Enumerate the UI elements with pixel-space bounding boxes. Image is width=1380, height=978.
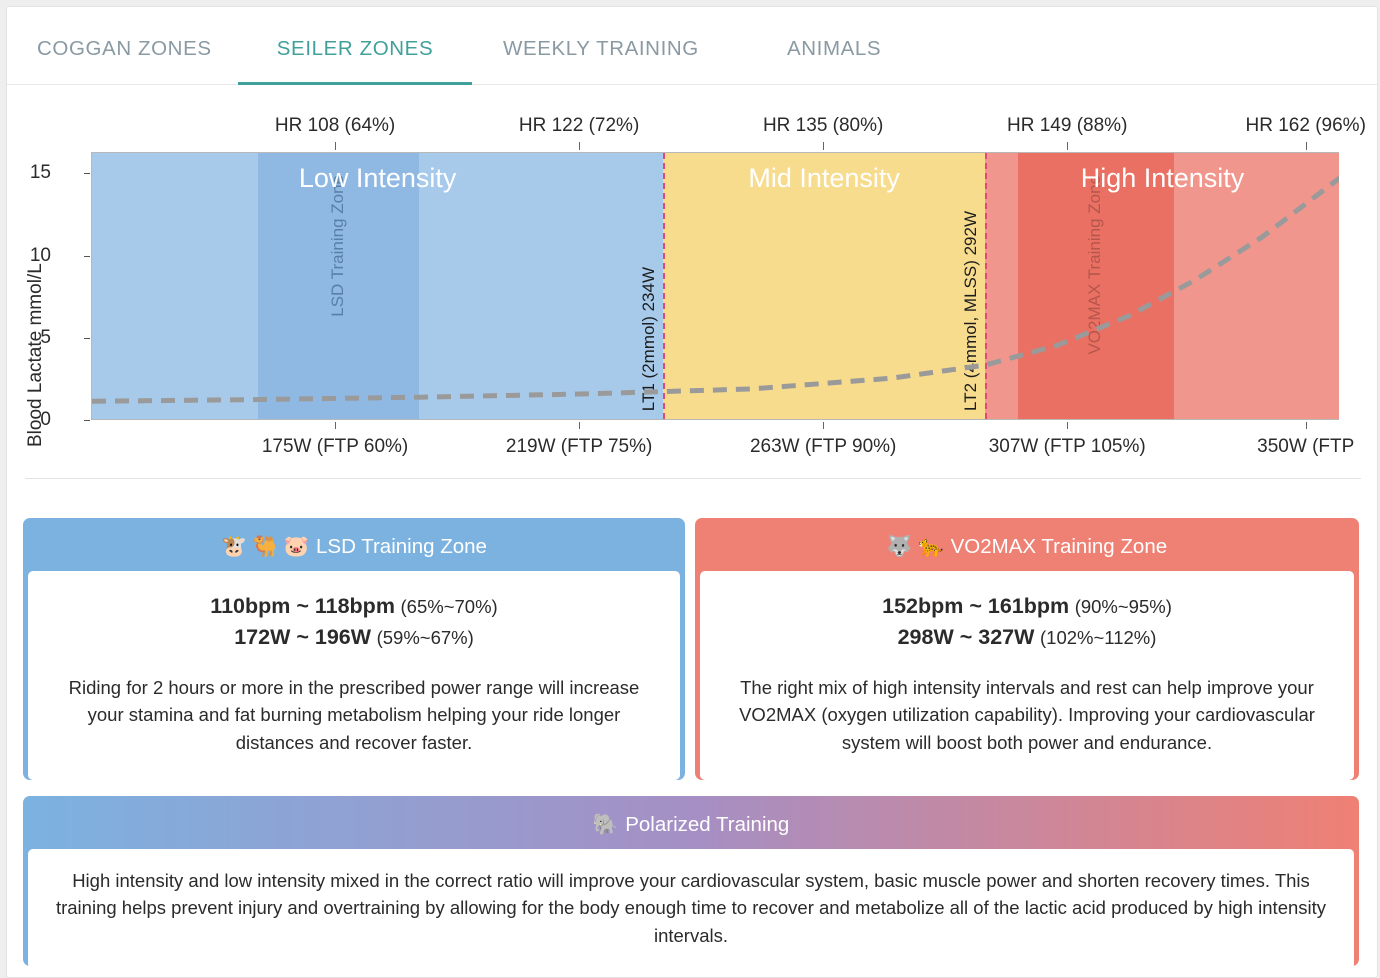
intensity-label-low-intensity: Low Intensity [298,163,457,193]
vo2max-card-body: 152bpm ~ 161bpm (90%~95%) 298W ~ 327W (1… [700,571,1354,781]
lsd-hr-pct: (65%~70%) [400,596,498,617]
vo2max-hr-pct: (90%~95%) [1074,596,1172,617]
tab-coggan-zones[interactable]: COGGAN ZONES [37,29,211,85]
lsd-animal-emoji: 🐮 🐫 🐷 [221,535,310,558]
lactate-chart-panel: Blood Lactate mmol/L 0 5 10 15 HR 108 (64%)… [7,85,1377,483]
lsd-card-description: Riding for 2 hours or more in the prescr… [68,677,640,753]
intensity-label-high-intensity: High Intensity [1080,163,1245,193]
chart-plot-area: LSD Training Zone VO2MAX Training Zone LT… [91,152,1339,420]
x-tick-mark [579,422,581,429]
lsd-power-range-row: 172W ~ 196W (59%~67%) [54,622,654,653]
polarized-card-body: High intensity and low intensity mixed i… [28,849,1354,970]
hr-tick-label: HR 149 (88%) [1007,115,1128,136]
hr-tick-label: HR 122 (72%) [518,115,640,136]
x-tick-mark [1067,422,1069,429]
vo2max-power-range: 298W ~ 327W [897,624,1035,649]
section-divider [25,478,1361,479]
vo2max-card-description: The right mix of high intensity interval… [739,677,1315,753]
polarized-card-title: 🐘 Polarized Training [28,801,1354,849]
lsd-card-title: 🐮 🐫 🐷 LSD Training Zone [28,523,680,571]
hr-tick-mark [823,142,825,150]
x-tick-label: 219W (FTP 75%) [505,436,653,457]
intensity-label-mid-intensity: Mid Intensity [748,163,900,193]
lsd-power-pct: (59%~67%) [376,626,474,648]
polarized-card-description: High intensity and low intensity mixed i… [55,870,1327,946]
tab-label: ANIMALS [787,37,882,60]
app-root: COGGAN ZONES SEILER ZONES WEEKLY TRAINING A… [6,6,1378,978]
x-tick-label: 175W (FTP 60%) [261,436,409,457]
y-tick-mark [84,173,90,175]
tab-animals[interactable]: ANIMALS [787,29,881,85]
x-tick-label: 307W (FTP 105%) [988,436,1146,457]
threshold-line [985,153,987,419]
lsd-hr-range: 110bpm ~ 118bpm [210,594,395,618]
hr-tick-label: HR 162 (96%) [1245,115,1366,136]
y-tick-mark [84,337,90,339]
y-tick-label: 5 [40,326,51,348]
x-tick-label: 263W (FTP 90%) [749,436,897,457]
tab-label: WEEKLY TRAINING [503,37,699,60]
vo2max-training-zone-card: 🐺 🐆 VO2MAX Training Zone 152bpm ~ 161bpm… [695,518,1359,781]
hr-tick-mark [579,142,581,150]
lactate-curve [92,175,1339,404]
hr-tick-mark [335,142,337,150]
training-band-vo2max [1018,153,1174,419]
lsd-card-title-text: LSD Training Zone [316,535,487,558]
y-tick-label: 15 [29,162,51,184]
vo2max-card-title: 🐺 🐆 VO2MAX Training Zone [700,523,1354,571]
hr-tick-label: HR 135 (80%) [762,115,884,136]
polarized-card-title-text: Polarized Training [625,813,790,836]
vo2max-hr-range-row: 152bpm ~ 161bpm (90%~95%) [726,591,1328,622]
lsd-training-zone-card: 🐮 🐫 🐷 LSD Training Zone 110bpm ~ 118bpm … [23,518,685,781]
hr-tick-label: HR 108 (64%) [274,115,396,136]
y-tick-mark [84,420,90,421]
vo2max-hr-range: 152bpm ~ 161bpm [882,594,1070,618]
vo2max-animal-emoji: 🐺 🐆 [886,535,944,558]
y-tick-label: 0 [40,409,51,430]
x-tick-mark [335,422,337,429]
polarized-animal-emoji: 🐘 [592,813,619,836]
tab-weekly-training[interactable]: WEEKLY TRAINING [503,29,698,85]
hr-tick-mark [1305,142,1307,150]
x-tick-mark [823,422,825,429]
x-tick-label: 350W (FTP [1257,436,1355,457]
lsd-card-body: 110bpm ~ 118bpm (65%~70%) 172W ~ 196W (5… [28,571,680,781]
polarized-training-card: 🐘 Polarized Training High intensity and … [23,796,1359,970]
tab-bar: COGGAN ZONES SEILER ZONES WEEKLY TRAINING A… [7,7,1377,85]
vo2max-power-pct: (102%~112%) [1040,626,1157,648]
training-band-lsd [258,153,420,419]
tab-label: SEILER ZONES [276,37,434,60]
hr-tick-mark [1067,142,1069,150]
vo2max-card-title-text: VO2MAX Training Zone [950,535,1168,558]
y-tick-label: 10 [29,244,51,266]
lsd-hr-range-row: 110bpm ~ 118bpm (65%~70%) [54,591,654,622]
threshold-line [663,153,666,419]
lsd-power-range: 172W ~ 196W [234,624,372,649]
vo2max-power-range-row: 298W ~ 327W (102%~112%) [726,622,1328,653]
tab-seiler-zones[interactable]: SEILER ZONES [238,29,472,85]
tab-label: COGGAN ZONES [37,37,212,60]
y-tick-mark [84,255,90,257]
x-tick-mark [1305,422,1307,429]
